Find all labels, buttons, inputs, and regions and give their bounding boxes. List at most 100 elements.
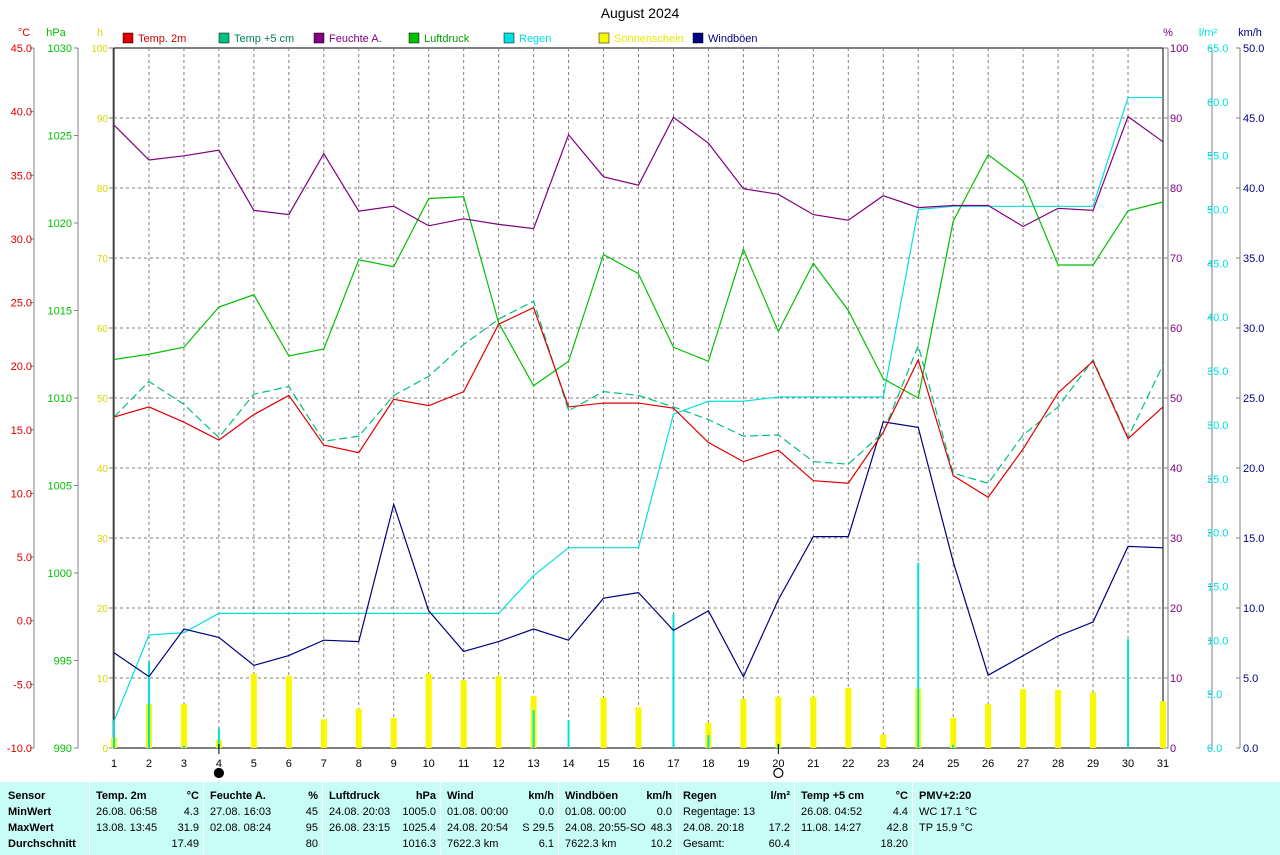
- sunshine-axis-label: 60: [97, 324, 109, 335]
- wind-axis-label: 25.0: [1243, 393, 1264, 405]
- sunshine-bar: [285, 675, 292, 748]
- stats-rain-max-val: 17.2: [768, 822, 790, 834]
- stats-rain-max-time: 24.08. 20:18: [683, 822, 745, 834]
- day-label: 8: [356, 758, 362, 770]
- sunshine-bar: [845, 687, 852, 748]
- day-label: 6: [286, 758, 292, 770]
- rain-axis-label: 25.0: [1207, 474, 1228, 486]
- stats-wind: Wind km/h 01.08. 00:00 0.0 24.08. 20:54 …: [441, 782, 559, 855]
- humidity-axis-label: 0: [1170, 743, 1176, 755]
- stats-pmv: PMV+2:20 WC 17.1 °C TP 15.9 °C: [913, 782, 1279, 855]
- stats-temp2m-max-val: 31.9: [177, 822, 199, 834]
- day-label: 15: [597, 758, 609, 770]
- humidity-axis-label: 20: [1170, 603, 1182, 615]
- stats-temp2m-avg: 17.49: [171, 838, 199, 850]
- sunshine-axis-label: 30: [97, 534, 109, 545]
- day-label: 4: [216, 758, 222, 770]
- sunshine-bar: [180, 703, 187, 748]
- rain-axis-label: 60.0: [1207, 97, 1228, 109]
- rain-axis-label: 15.0: [1207, 581, 1228, 593]
- stats-temp5-avg: 18.20: [880, 838, 908, 850]
- stats-humidity-max-time: 02.08. 08:24: [210, 822, 272, 834]
- day-label: 27: [1017, 758, 1029, 770]
- stats-humidity-avg: 80: [305, 838, 318, 850]
- pressure-axis-label: 1020: [48, 218, 72, 230]
- stats-pmv-wc: WC 17.1 °C: [919, 806, 978, 818]
- stats-temp5-min-val: 4.4: [892, 806, 908, 818]
- sunshine-axis-label: 70: [97, 254, 109, 265]
- stats-temp5-unit: °C: [895, 790, 908, 802]
- legend-label: Regen: [519, 33, 551, 45]
- stats-temp2m-max-time: 13.08. 13:45: [96, 822, 158, 834]
- daily-rain-bar: [567, 720, 570, 748]
- sunshine-bar: [600, 697, 607, 748]
- day-label: 19: [737, 758, 749, 770]
- sunshine-bar: [425, 673, 432, 748]
- wind-axis-label: 45.0: [1243, 113, 1264, 125]
- humidity-axis-label: 80: [1170, 183, 1182, 195]
- pressure-axis-label: 1005: [48, 481, 72, 493]
- stats-gusts-max-val: 48.3: [650, 822, 672, 834]
- weather-chart: 45.040.035.030.025.020.015.010.05.00.0-5…: [7, 27, 1264, 779]
- daily-rain-bar: [532, 710, 535, 748]
- left-axis-unit: °C: [18, 27, 30, 39]
- humidity-axis-label: 90: [1170, 113, 1182, 125]
- wind-axis-label: 5.0: [1243, 673, 1258, 685]
- day-label: 1: [111, 758, 117, 770]
- stats-humidity-unit: %: [308, 790, 318, 802]
- pressure-line: [113, 153, 1164, 399]
- stats-rain: Regen l/m² Regentage: 13 24.08. 20:18 17…: [677, 782, 795, 855]
- sunshine-bar: [320, 719, 327, 748]
- stats-pressure-min-val: 1005.0: [402, 806, 436, 818]
- wind-axis-label: 20.0: [1243, 463, 1264, 475]
- humidity-line: [113, 115, 1164, 230]
- pressure-axis-label: 1030: [48, 43, 72, 55]
- day-label: 9: [391, 758, 397, 770]
- stats-temp5-max-val: 42.8: [886, 822, 908, 834]
- stats-rain-total-label: Gesamt:: [683, 838, 725, 850]
- sunshine-bar: [355, 708, 362, 748]
- sunshine-bar: [250, 673, 257, 748]
- temp-axis-label: 0.0: [17, 616, 32, 628]
- stats-gusts-min-time: 01.08. 00:00: [565, 806, 627, 818]
- pressure-axis-label: 995: [54, 656, 72, 668]
- wind-gust-line: [113, 421, 1164, 678]
- full-moon-icon: [773, 767, 784, 779]
- stats-pressure-head: Luftdruck: [329, 790, 380, 802]
- stats-rain-head: Regen: [683, 790, 717, 802]
- sunshine-bar: [775, 696, 782, 748]
- stats-gusts-max-time: 24.08. 20:55-SO: [565, 822, 646, 834]
- rain-axis-label: 45.0: [1207, 258, 1228, 270]
- stats-gusts-avg: 10.2: [650, 838, 672, 850]
- stats-temp2m: Temp. 2m °C 26.08. 06:58 4.3 13.08. 13:4…: [90, 782, 204, 855]
- day-label: 3: [181, 758, 187, 770]
- temp-axis-label: -5.0: [13, 679, 32, 691]
- left-axis-unit: h: [97, 27, 103, 39]
- rain-axis-label: 20.0: [1207, 528, 1228, 540]
- stats-wind-head: Wind: [447, 790, 474, 802]
- rain-axis-label: 5.0: [1207, 689, 1222, 701]
- legend-swatch: [122, 32, 134, 44]
- humidity-axis-label: 10: [1170, 673, 1182, 685]
- day-label: 31: [1157, 758, 1169, 770]
- stats-wind-min-time: 01.08. 00:00: [447, 806, 509, 818]
- day-label: 29: [1087, 758, 1099, 770]
- day-label: 25: [947, 758, 959, 770]
- temp-axis-label: 25.0: [11, 298, 32, 310]
- stats-gusts-head: Windböen: [565, 790, 619, 802]
- statistics-table: Sensor MinWert MaxWert Durchschnitt Temp…: [0, 782, 1280, 855]
- daily-rain-bar: [917, 562, 920, 748]
- day-label: 21: [807, 758, 819, 770]
- day-label: 20: [772, 758, 784, 770]
- stats-sensor-label: Sensor: [8, 790, 46, 802]
- day-label: 13: [527, 758, 539, 770]
- sunshine-bar: [740, 699, 747, 748]
- temp-axis-label: 5.0: [17, 552, 32, 564]
- wind-axis-label: 0.0: [1243, 743, 1258, 755]
- rain-cumulative-line: [113, 96, 1163, 722]
- stats-max-label: MaxWert: [8, 822, 54, 834]
- daily-rain-bar: [217, 728, 220, 748]
- day-label: 2: [146, 758, 152, 770]
- stats-gusts: Windböen km/h 01.08. 00:00 0.0 24.08. 20…: [559, 782, 677, 855]
- pressure-axis-label: 1025: [48, 131, 72, 143]
